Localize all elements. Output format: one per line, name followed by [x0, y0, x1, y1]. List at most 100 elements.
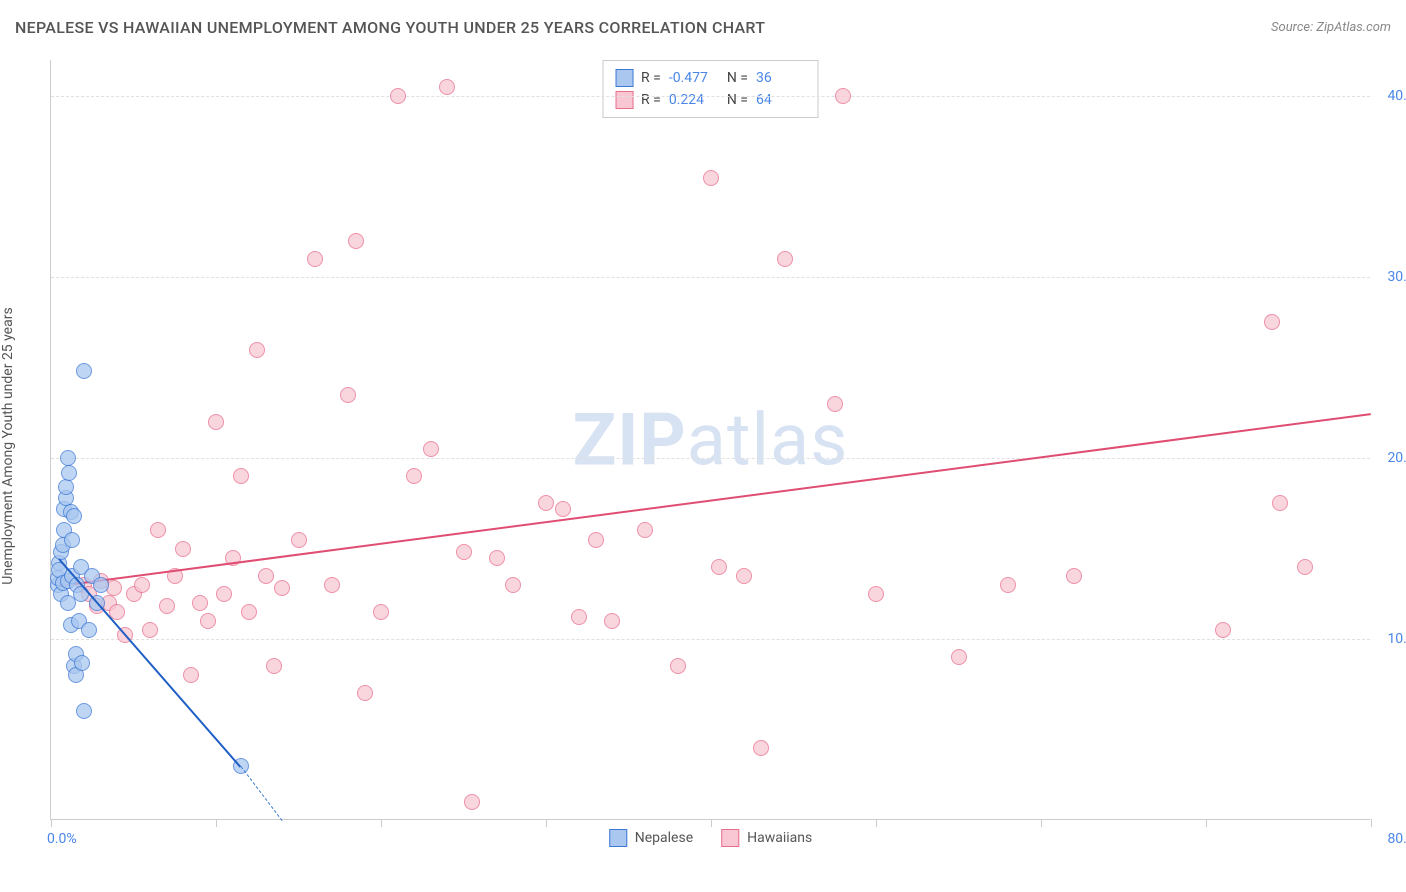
scatter-point — [1297, 559, 1313, 575]
scatter-point — [258, 568, 274, 584]
scatter-point — [340, 387, 356, 403]
scatter-point — [736, 568, 752, 584]
gridline — [51, 277, 1370, 278]
scatter-point — [439, 79, 455, 95]
series-legend: Nepalese Hawaiians — [609, 829, 813, 847]
gridline — [51, 639, 1370, 640]
scatter-point — [324, 577, 340, 593]
scatter-point — [76, 703, 92, 719]
scatter-point — [93, 577, 109, 593]
scatter-point — [66, 508, 82, 524]
legend-swatch — [615, 91, 633, 109]
scatter-point — [249, 342, 265, 358]
scatter-point — [291, 532, 307, 548]
legend-n-value: 36 — [756, 70, 806, 86]
x-tick — [1206, 819, 1207, 827]
x-tick — [876, 819, 877, 827]
trend-line-extrapolation — [240, 766, 282, 821]
x-tick-label: 80.0% — [1375, 831, 1406, 847]
scatter-point — [241, 604, 257, 620]
y-tick-label: 40.0% — [1375, 88, 1406, 104]
scatter-point — [159, 598, 175, 614]
scatter-point — [373, 604, 389, 620]
legend-item: Hawaiians — [721, 829, 812, 847]
scatter-point — [571, 609, 587, 625]
scatter-point — [555, 501, 571, 517]
scatter-point — [670, 658, 686, 674]
scatter-point — [1272, 495, 1288, 511]
scatter-point — [76, 363, 92, 379]
scatter-point — [835, 88, 851, 104]
x-tick — [711, 819, 712, 827]
scatter-point — [64, 532, 80, 548]
scatter-point — [1264, 314, 1280, 330]
legend-r-label: R = — [641, 92, 661, 108]
scatter-point — [307, 251, 323, 267]
legend-row: R = 0.224 N = 64 — [615, 89, 806, 111]
scatter-point — [61, 465, 77, 481]
chart-title: NEPALESE VS HAWAIIAN UNEMPLOYMENT AMONG … — [15, 18, 765, 37]
scatter-point — [274, 580, 290, 596]
scatter-point — [753, 740, 769, 756]
scatter-point — [348, 233, 364, 249]
legend-r-value: -0.477 — [669, 70, 719, 86]
x-tick — [546, 819, 547, 827]
y-tick-label: 20.0% — [1375, 450, 1406, 466]
scatter-point — [1000, 577, 1016, 593]
x-tick-label: 0.0% — [47, 831, 77, 847]
scatter-point — [951, 649, 967, 665]
scatter-point — [868, 586, 884, 602]
legend-label: Nepalese — [635, 830, 693, 846]
legend-r-value: 0.224 — [669, 92, 719, 108]
legend-n-label: N = — [727, 70, 748, 86]
gridline — [51, 96, 1370, 97]
scatter-point — [192, 595, 208, 611]
scatter-point — [175, 541, 191, 557]
scatter-point — [604, 613, 620, 629]
scatter-point — [200, 613, 216, 629]
legend-row: R = -0.477 N = 36 — [615, 67, 806, 89]
scatter-point — [266, 658, 282, 674]
scatter-point — [142, 622, 158, 638]
legend-swatch — [615, 69, 633, 87]
scatter-point — [150, 522, 166, 538]
y-tick-label: 10.0% — [1375, 631, 1406, 647]
x-tick — [216, 819, 217, 827]
scatter-point — [1066, 568, 1082, 584]
scatter-point — [216, 586, 232, 602]
watermark: ZIPatlas — [573, 397, 849, 482]
legend-label: Hawaiians — [747, 830, 812, 846]
scatter-point — [489, 550, 505, 566]
scatter-point — [81, 622, 97, 638]
scatter-point — [1215, 622, 1231, 638]
scatter-point — [423, 441, 439, 457]
legend-r-label: R = — [641, 70, 661, 86]
scatter-point — [456, 544, 472, 560]
scatter-point — [406, 468, 422, 484]
scatter-point — [74, 655, 90, 671]
x-tick — [1041, 819, 1042, 827]
scatter-point — [505, 577, 521, 593]
gridline — [51, 458, 1370, 459]
correlation-legend: R = -0.477 N = 36 R = 0.224 N = 64 — [602, 60, 819, 118]
x-tick — [381, 819, 382, 827]
scatter-point — [390, 88, 406, 104]
y-tick-label: 30.0% — [1375, 269, 1406, 285]
legend-n-value: 64 — [756, 92, 806, 108]
scatter-point — [637, 522, 653, 538]
scatter-point — [588, 532, 604, 548]
scatter-point — [208, 414, 224, 430]
x-tick — [1371, 819, 1372, 827]
legend-swatch — [609, 829, 627, 847]
scatter-point — [134, 577, 150, 593]
source-attribution: Source: ZipAtlas.com — [1271, 20, 1391, 35]
legend-item: Nepalese — [609, 829, 693, 847]
legend-n-label: N = — [727, 92, 748, 108]
scatter-point — [703, 170, 719, 186]
scatter-point — [357, 685, 373, 701]
scatter-point — [538, 495, 554, 511]
scatter-point — [464, 794, 480, 810]
scatter-point — [827, 396, 843, 412]
scatter-plot-area: ZIPatlas R =-0.477N =36R =0.224N =64 Nep… — [50, 60, 1370, 820]
scatter-point — [58, 479, 74, 495]
